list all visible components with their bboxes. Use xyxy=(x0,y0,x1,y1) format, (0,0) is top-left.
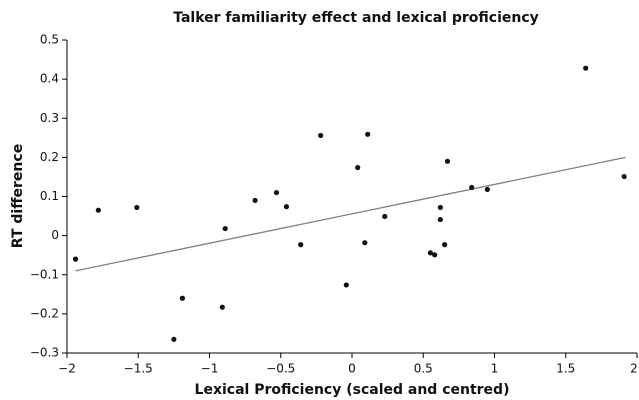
point xyxy=(343,282,349,288)
point xyxy=(219,304,225,310)
point xyxy=(437,216,443,223)
point xyxy=(222,225,228,232)
y-tick-label: 0.5 xyxy=(40,33,59,47)
point xyxy=(362,240,368,246)
point xyxy=(171,336,177,342)
point xyxy=(355,164,361,171)
y-tick-label: −0.2 xyxy=(30,306,59,320)
point xyxy=(583,65,589,71)
point xyxy=(469,184,475,191)
x-axis-label: Lexical Proficiency (scaled and centred) xyxy=(195,382,510,398)
y-tick-label: −0.3 xyxy=(30,346,59,360)
y-tick-label: 0 xyxy=(51,228,59,242)
point xyxy=(365,131,371,137)
point xyxy=(134,204,140,211)
point xyxy=(432,252,438,258)
point xyxy=(283,204,290,210)
y-axis-label: RT difference xyxy=(10,144,26,248)
chart-title: Talker familiarity effect and lexical pr… xyxy=(173,10,539,26)
point xyxy=(179,295,186,301)
trend-line xyxy=(75,156,626,272)
x-tick-label: −1 xyxy=(201,362,219,376)
x-tick-label: 0 xyxy=(348,362,356,376)
point xyxy=(621,173,627,180)
point xyxy=(444,158,451,164)
point xyxy=(437,204,443,211)
y-tick-label: 0.2 xyxy=(40,150,59,164)
point xyxy=(442,242,448,248)
point xyxy=(484,186,490,193)
x-tick-label: 1 xyxy=(491,362,499,376)
x-tick-label: −1.5 xyxy=(124,362,153,376)
point xyxy=(72,256,79,262)
x-tick-label: −2 xyxy=(58,362,76,376)
point xyxy=(427,250,433,256)
point xyxy=(298,242,304,248)
point xyxy=(273,189,280,196)
x-tick-label: 2 xyxy=(630,362,638,376)
x-tick-label: 1.5 xyxy=(556,362,575,376)
y-tick-label: 0.4 xyxy=(40,72,59,86)
point xyxy=(318,132,324,139)
y-tick-label: 0.3 xyxy=(40,111,59,125)
y-tick-label: −0.1 xyxy=(30,267,59,281)
x-tick-label: 0.5 xyxy=(414,362,433,376)
y-tick-label: 0.1 xyxy=(40,189,59,203)
point xyxy=(382,213,388,220)
x-tick-label: −0.5 xyxy=(266,362,295,376)
point xyxy=(95,207,101,213)
point xyxy=(252,197,258,204)
